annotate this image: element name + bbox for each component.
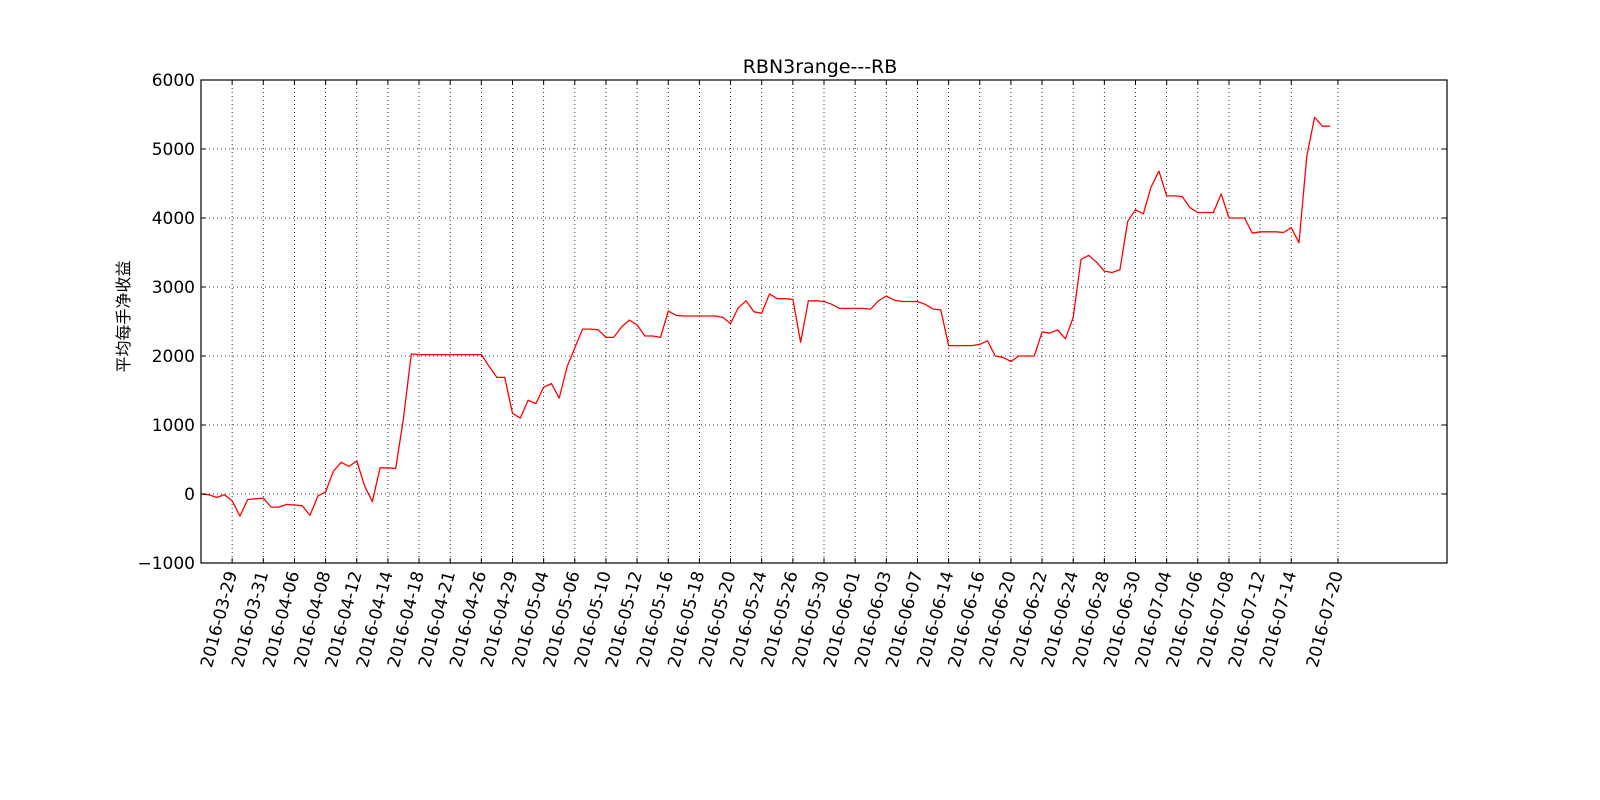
y-tick-label: 0 — [184, 485, 195, 505]
y-tick-label: −1000 — [137, 554, 195, 574]
chart-title: RBN3range---RB — [743, 56, 898, 78]
y-tick-label: 2000 — [152, 347, 195, 367]
y-tick-label: 6000 — [152, 71, 195, 91]
y-tick-label: 1000 — [152, 416, 195, 436]
series-line — [200, 116, 1331, 517]
y-tick-label: 3000 — [152, 278, 195, 298]
y-tick-label: 4000 — [152, 209, 195, 229]
grid — [201, 79, 1447, 564]
y-axis-label: 平均每手净收益 — [114, 260, 133, 372]
y-tick-label: 5000 — [152, 140, 195, 160]
y-axis: −1000 0 1000 2000 3000 4000 5000 6000 — [137, 71, 1447, 574]
series-layer — [200, 116, 1331, 517]
